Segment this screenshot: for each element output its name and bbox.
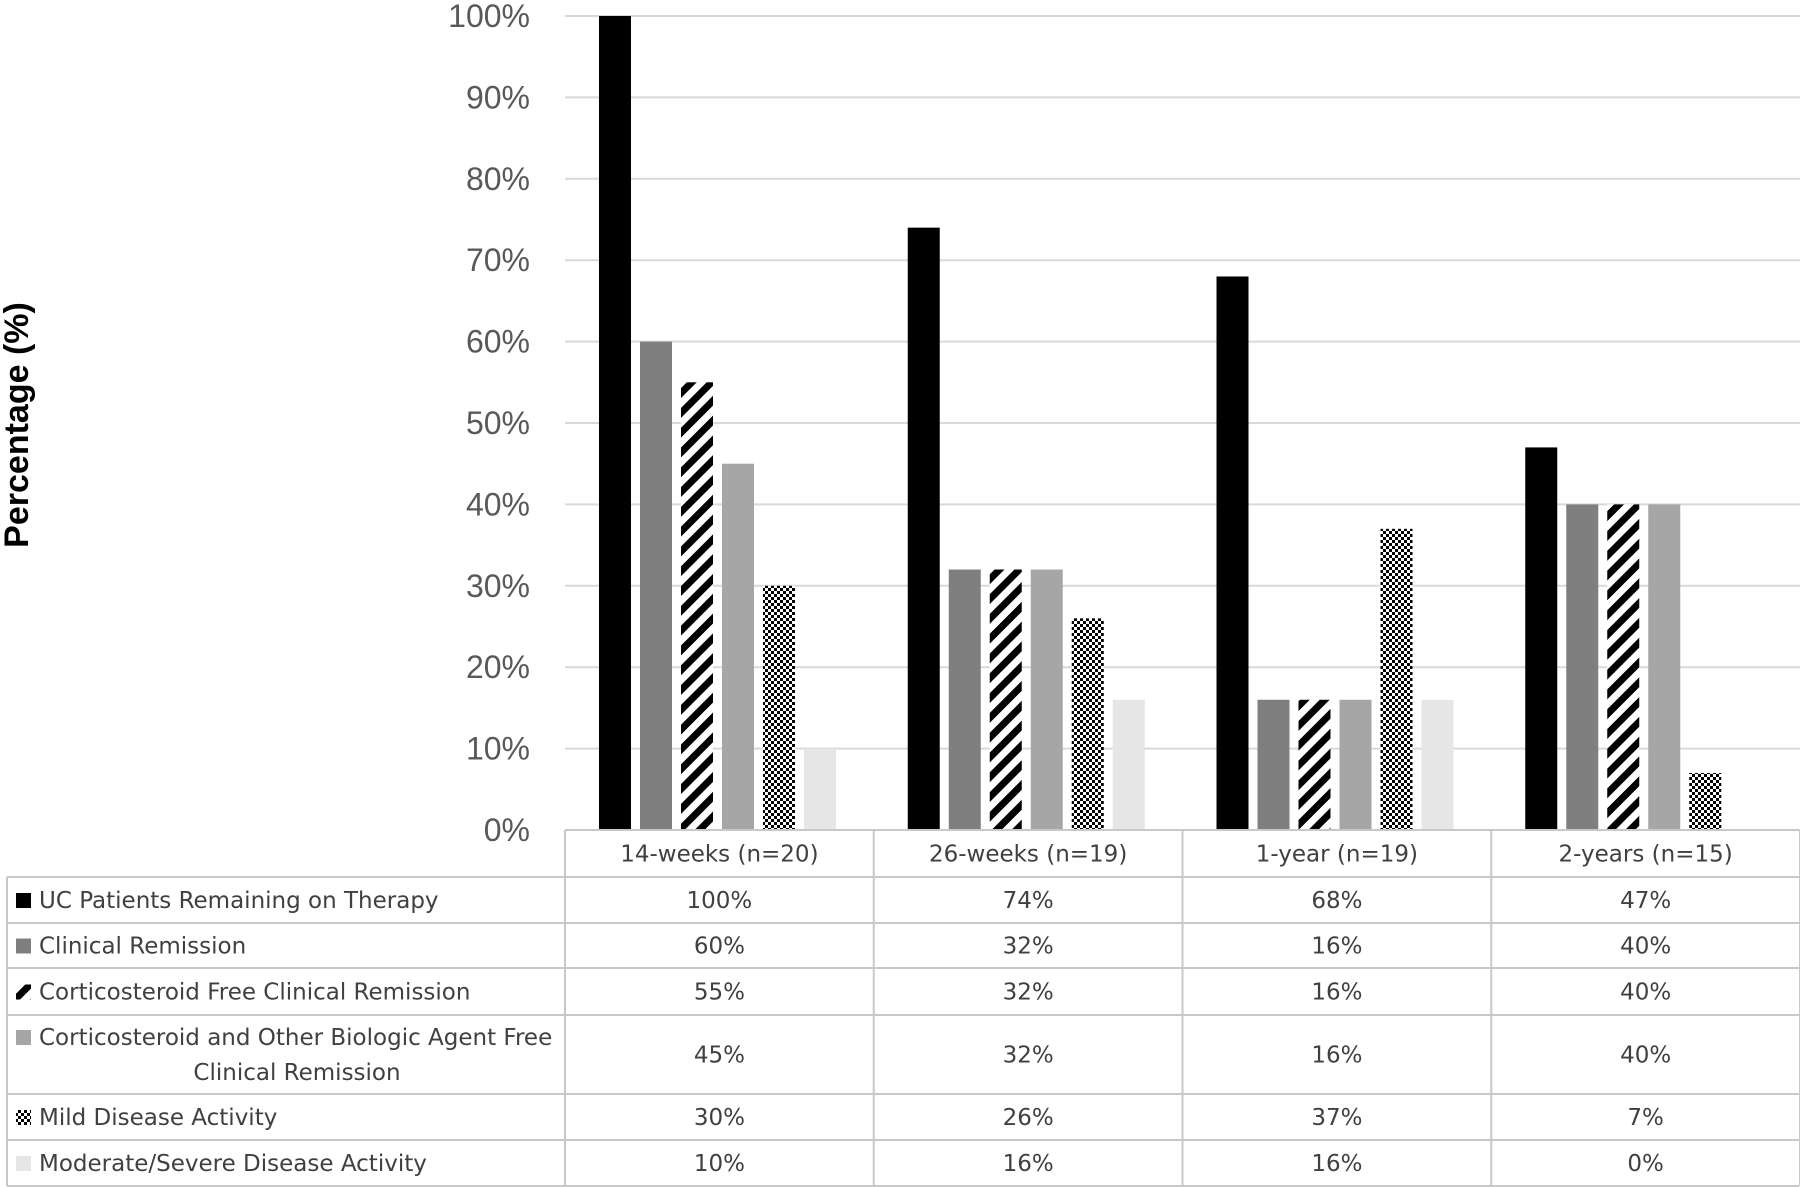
legend-key-corticosteroid-and-other-biologic-agent-free-clinical-remission (16, 1030, 31, 1045)
y-axis-label: Percentage (%) (0, 302, 36, 548)
bars (599, 16, 1722, 831)
legend-key-mild-disease-activity (16, 1110, 31, 1125)
bar-mild-disease-activity-4 (1689, 773, 1722, 830)
data-label: 32% (1003, 934, 1054, 960)
bar-clinical-remission-1 (640, 341, 672, 830)
data-label: 47% (1620, 888, 1671, 914)
y-tick-label: 0% (484, 812, 530, 848)
bar-mild-disease-activity-3 (1380, 528, 1413, 830)
series-name: Moderate/Severe Disease Activity (39, 1151, 427, 1177)
data-label: 74% (1003, 888, 1054, 914)
data-label: 26% (1003, 1105, 1054, 1131)
data-table: 14-weeks (n=20) 26-weeks (n=19) 1-year (n=… (6, 829, 1800, 1187)
y-axis-ticks: 0% 10% 20% 30% 40% 50% 60% 70% 80% 90% 100% (448, 0, 530, 848)
data-label: 16% (1003, 1151, 1054, 1177)
bar-uc-patients-remaining-on-therapy-4 (1525, 447, 1558, 830)
y-tick-label: 90% (466, 79, 530, 115)
y-tick-label: 50% (466, 405, 530, 441)
y-tick-label: 60% (466, 324, 530, 360)
data-label: 55% (694, 980, 745, 1006)
data-label: 16% (1311, 980, 1362, 1006)
bar-mild-disease-activity-1 (763, 585, 795, 830)
x-category-label: 2-years (n=15) (1559, 842, 1733, 868)
bar-clinical-remission-4 (1566, 504, 1599, 830)
data-label: 40% (1620, 1043, 1671, 1069)
data-label: 32% (1003, 1043, 1054, 1069)
series-name: Clinical Remission (39, 934, 246, 960)
data-label: 16% (1311, 1043, 1362, 1069)
bar-moderate-severe-disease-activity-1 (804, 748, 836, 830)
bar-corticosteroid-free-clinical-remission-2 (989, 569, 1022, 830)
data-label: 32% (1003, 980, 1054, 1006)
data-label: 10% (694, 1151, 745, 1177)
bar-moderate-severe-disease-activity-3 (1421, 699, 1454, 830)
bar-uc-patients-remaining-on-therapy-3 (1216, 276, 1249, 831)
legend-key-moderate-severe-disease-activity (16, 1156, 31, 1171)
bar-moderate-severe-disease-activity-2 (1112, 699, 1145, 830)
legend-key-uc-patients-remaining-on-therapy (16, 893, 31, 908)
series-name: Corticosteroid Free Clinical Remission (39, 980, 470, 1006)
data-label: 16% (1311, 1151, 1362, 1177)
series-name: UC Patients Remaining on Therapy (39, 888, 439, 914)
data-label: 68% (1311, 888, 1362, 914)
y-tick-label: 80% (466, 161, 530, 197)
bar-corticosteroid-and-other-biologic-agent-free-clinical-remission-1 (722, 463, 754, 830)
y-tick-label: 100% (448, 0, 530, 34)
x-category-label: 1-year (n=19) (1256, 842, 1418, 868)
data-label: 16% (1311, 934, 1362, 960)
data-label: 7% (1627, 1105, 1664, 1131)
legend-key-clinical-remission (16, 938, 31, 954)
bar-clinical-remission-3 (1257, 699, 1290, 830)
y-tick-label: 20% (466, 649, 530, 685)
y-tick-label: 10% (466, 731, 530, 767)
data-label: 0% (1627, 1151, 1664, 1177)
series-name: Corticosteroid and Other Biologic Agent … (39, 1025, 552, 1051)
bar-clinical-remission-2 (948, 569, 981, 830)
bar-uc-patients-remaining-on-therapy-2 (907, 227, 940, 830)
x-category-label: 14-weeks (n=20) (620, 842, 818, 868)
y-tick-label: 30% (466, 568, 530, 604)
data-label: 40% (1620, 934, 1671, 960)
bar-corticosteroid-free-clinical-remission-4 (1607, 504, 1640, 830)
bar-uc-patients-remaining-on-therapy-1 (599, 16, 631, 830)
legend-key-corticosteroid-free-clinical-remission (16, 984, 31, 1000)
data-label: 45% (694, 1043, 745, 1069)
bar-corticosteroid-and-other-biologic-agent-free-clinical-remission-4 (1648, 504, 1681, 830)
x-category-label: 26-weeks (n=19) (929, 842, 1127, 868)
y-tick-label: 70% (466, 242, 530, 278)
bar-corticosteroid-and-other-biologic-agent-free-clinical-remission-3 (1339, 699, 1372, 830)
series-name: Mild Disease Activity (39, 1105, 277, 1131)
data-label: 40% (1620, 980, 1671, 1006)
bar-mild-disease-activity-2 (1071, 618, 1104, 830)
y-tick-label: 40% (466, 486, 530, 522)
bar-corticosteroid-and-other-biologic-agent-free-clinical-remission-2 (1030, 569, 1063, 830)
series-name: Clinical Remission (193, 1060, 400, 1086)
bar-corticosteroid-free-clinical-remission-3 (1298, 699, 1331, 830)
bar-corticosteroid-free-clinical-remission-1 (681, 382, 713, 830)
data-label: 30% (694, 1105, 745, 1131)
data-label: 60% (694, 934, 745, 960)
data-label: 100% (686, 888, 752, 914)
data-label: 37% (1311, 1105, 1362, 1131)
